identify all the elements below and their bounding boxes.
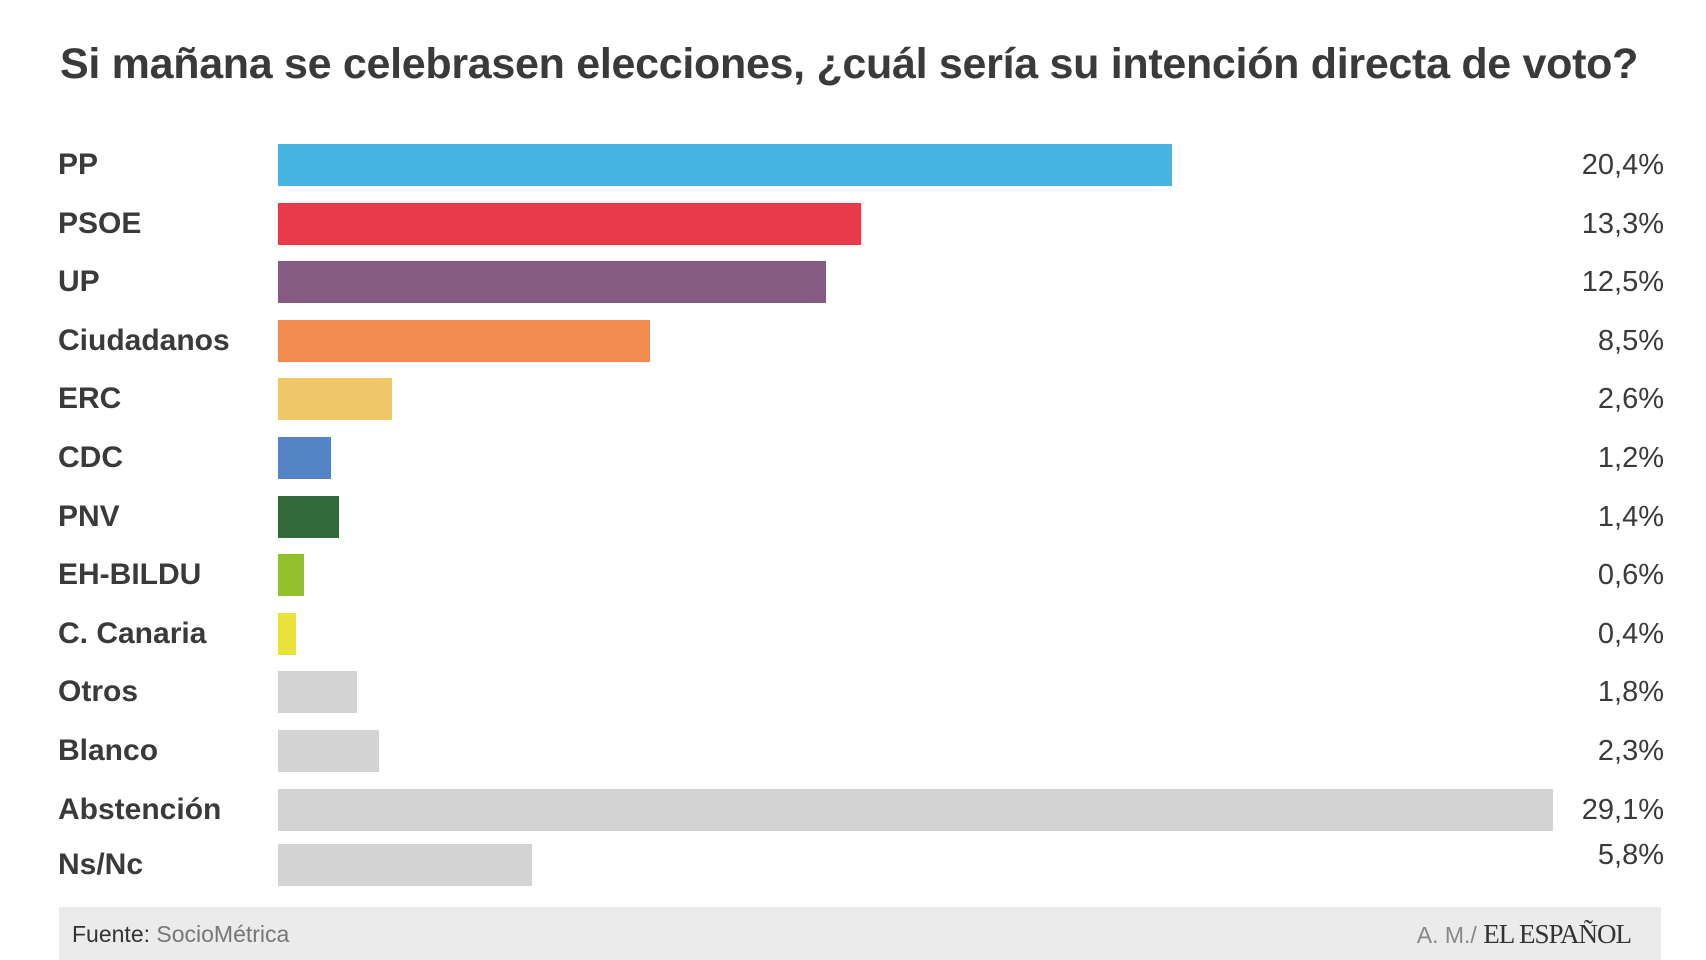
source-label: Fuente: bbox=[72, 921, 150, 947]
bar-pnv bbox=[278, 495, 340, 538]
value-label: 29,1% bbox=[1581, 793, 1664, 826]
category-label: ERC bbox=[58, 382, 122, 416]
bar-cdc bbox=[278, 437, 331, 479]
category-label: UP bbox=[58, 265, 100, 299]
category-label: PNV bbox=[58, 499, 120, 533]
bar-abstenci-n bbox=[278, 788, 1553, 831]
category-label: CDC bbox=[58, 441, 123, 474]
chart-title: Si mañana se celebrasen elecciones, ¿cuá… bbox=[60, 40, 1639, 88]
category-label: EH-BILDU bbox=[58, 558, 202, 592]
category-label: PSOE bbox=[58, 206, 142, 240]
bar-up bbox=[278, 261, 826, 304]
footer: Fuente: SocioMétrica A. M./ EL ESPAÑOL bbox=[59, 907, 1661, 960]
bar-psoe bbox=[278, 202, 861, 245]
bar-pp bbox=[278, 144, 1172, 186]
value-label: 0,6% bbox=[1597, 559, 1664, 592]
bar-blanco bbox=[278, 730, 379, 772]
category-label: Blanco bbox=[58, 734, 159, 767]
category-label: Ns/Nc bbox=[58, 848, 144, 882]
value-label: 13,3% bbox=[1581, 207, 1664, 240]
value-label: 2,3% bbox=[1597, 735, 1664, 767]
value-label: 20,4% bbox=[1581, 149, 1664, 181]
value-label: 1,2% bbox=[1597, 442, 1664, 474]
bar-otros bbox=[278, 671, 357, 714]
bar-erc bbox=[278, 378, 392, 421]
author-credit: A. M./ bbox=[1416, 922, 1477, 948]
category-label: C. Canaria bbox=[58, 616, 207, 650]
el-espanol-logo: EL ESPAÑOL bbox=[1483, 919, 1632, 949]
source-name: SocioMétrica bbox=[156, 921, 290, 947]
value-label: 0,4% bbox=[1597, 617, 1664, 650]
credit: A. M./ EL ESPAÑOL bbox=[1416, 919, 1632, 950]
category-label: Otros bbox=[58, 675, 139, 709]
value-label: 12,5% bbox=[1581, 266, 1664, 299]
bar-c-canaria bbox=[278, 612, 296, 655]
value-label: 5,8% bbox=[1597, 839, 1664, 872]
category-label: Abstención bbox=[58, 792, 222, 826]
category-label: Ciudadanos bbox=[58, 323, 230, 357]
category-label: PP bbox=[58, 148, 99, 181]
bar-ciudadanos bbox=[278, 319, 651, 362]
bar-chart: PP 20,4% PSOE 13,3% UP 12,5% Ciudadanos 8,5% ERC… bbox=[58, 144, 1664, 887]
bar-ns-nc bbox=[278, 844, 533, 887]
value-label: 1,4% bbox=[1597, 500, 1664, 533]
bar-eh-bildu bbox=[278, 554, 305, 597]
value-label: 8,5% bbox=[1597, 324, 1664, 357]
value-label: 2,6% bbox=[1597, 383, 1664, 416]
value-label: 1,8% bbox=[1597, 676, 1664, 709]
source: Fuente: SocioMétrica bbox=[72, 921, 289, 948]
